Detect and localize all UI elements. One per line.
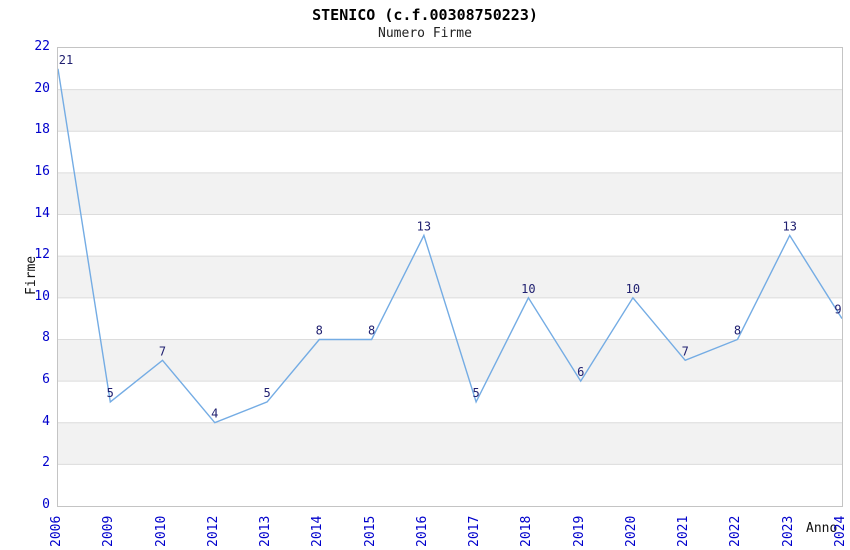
point-label: 8 xyxy=(734,324,741,338)
x-tick-label: 2023 xyxy=(780,515,796,547)
y-tick-label: 6 xyxy=(42,372,50,388)
y-tick-label: 22 xyxy=(34,39,50,54)
grid-band xyxy=(58,172,842,215)
grid-band xyxy=(58,422,842,465)
point-label: 5 xyxy=(472,386,479,400)
y-tick-label: 18 xyxy=(34,122,50,138)
x-tick-label: 2018 xyxy=(519,515,535,547)
point-label: 10 xyxy=(521,282,535,296)
chart-title: STENICO (c.f.00308750223) xyxy=(312,6,538,24)
grid-band xyxy=(58,89,842,132)
point-label: 21 xyxy=(59,53,73,67)
x-tick-label: 2020 xyxy=(623,515,639,547)
point-label: 5 xyxy=(263,386,270,400)
data-line xyxy=(58,68,842,424)
x-axis-label: Anno xyxy=(806,521,838,536)
point-label: 8 xyxy=(316,324,323,338)
y-tick-label: 12 xyxy=(34,247,50,263)
x-tick-label: 2019 xyxy=(571,515,587,547)
x-tick-label: 2015 xyxy=(362,515,378,547)
y-tick-label: 16 xyxy=(34,163,50,179)
x-tick-label: 2009 xyxy=(101,515,117,547)
x-tick-label: 2013 xyxy=(258,515,274,547)
x-tick-label: 2010 xyxy=(153,515,169,547)
y-tick-label: 20 xyxy=(34,80,50,96)
chart-subtitle: Numero Firme xyxy=(378,26,472,41)
x-tick-label: 2021 xyxy=(676,515,692,547)
grid-band xyxy=(58,339,842,382)
x-tick-label: 2016 xyxy=(414,515,430,547)
y-tick-label: 4 xyxy=(42,413,50,429)
y-tick-label: 2 xyxy=(42,455,50,471)
point-label: 10 xyxy=(626,282,640,296)
x-tick-label: 2014 xyxy=(310,515,326,547)
grid-band xyxy=(58,256,842,298)
point-label: 4 xyxy=(211,407,218,421)
line-chart-svg: 21 5 7 4 5 8 8 13 5 10 6 10 7 8 13 9 xyxy=(58,53,842,465)
point-label: 7 xyxy=(682,344,689,358)
point-label: 5 xyxy=(107,386,114,400)
plot-area: 21 5 7 4 5 8 8 13 5 10 6 10 7 8 13 9 xyxy=(57,47,843,507)
x-tick-label: 2022 xyxy=(728,515,744,547)
point-label: 6 xyxy=(577,365,584,379)
x-tick-label: 2006 xyxy=(49,515,64,547)
x-tick-label: 2024 xyxy=(833,515,848,547)
point-label: 8 xyxy=(368,324,375,338)
y-tick-label: 14 xyxy=(34,205,50,221)
point-label: 7 xyxy=(159,344,166,358)
y-tick-label: 0 xyxy=(42,497,50,512)
x-tick-label: 2017 xyxy=(467,515,483,547)
y-tick-label: 8 xyxy=(42,330,50,346)
point-label: 13 xyxy=(782,219,796,233)
x-tick-label: 2012 xyxy=(205,515,221,547)
point-label: 13 xyxy=(417,219,431,233)
y-tick-label: 10 xyxy=(34,288,50,304)
point-label: 9 xyxy=(834,303,841,317)
